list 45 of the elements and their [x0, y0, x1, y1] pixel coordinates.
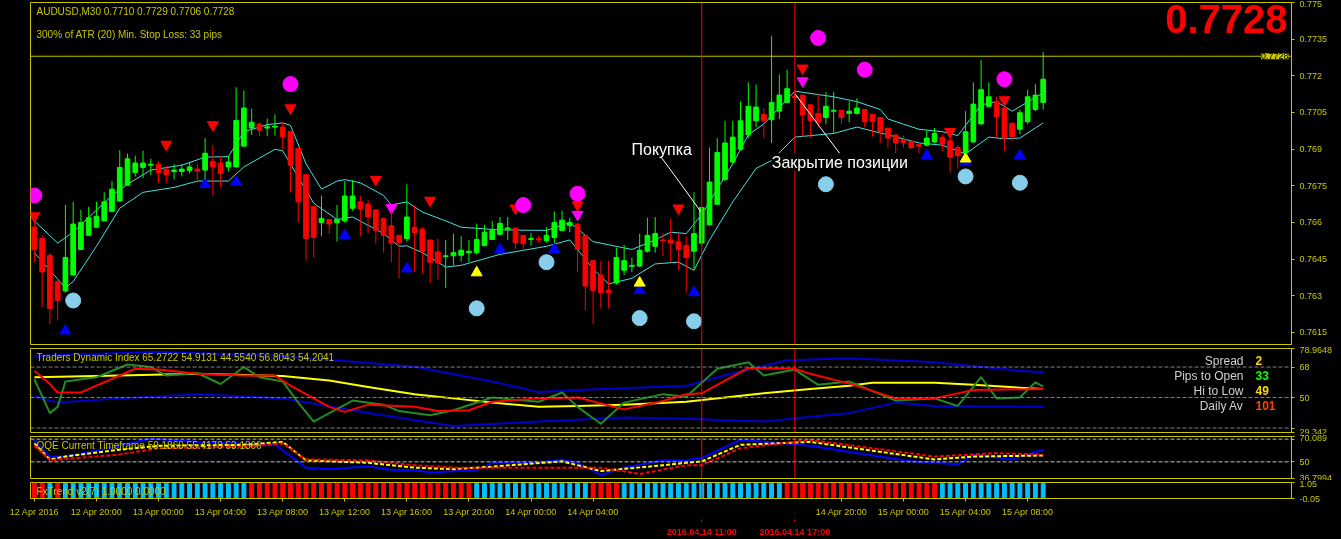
x-tick-label: 12 Apr 2016 — [9, 506, 59, 517]
x-tick-label: 13 Apr 20:00 — [443, 506, 495, 517]
x-tick-label: 15 Apr 00:00 — [877, 506, 929, 517]
x-tick-label: 13 Apr 16:00 — [381, 506, 433, 517]
ref-line-label: 2016.04.14 17:00 — [759, 526, 831, 537]
annotation: Hi to Low — [1193, 383, 1244, 398]
annotation: 0.7728 — [1165, 0, 1288, 41]
y-tick-label: 0.7615 — [1299, 327, 1328, 338]
x-tick-label: 14 Apr 00:00 — [505, 506, 557, 517]
y-tick-label: -0.05 — [1299, 493, 1321, 504]
ref-line-label: 0.7728 — [1260, 51, 1289, 62]
annotation: Daily Av — [1199, 398, 1243, 413]
y-tick-label: 68 — [1299, 362, 1310, 373]
x-tick-label: 14 Apr 20:00 — [815, 506, 867, 517]
text: 300% of ATR (20) Min. Stop Loss: 33 pips — [36, 28, 222, 40]
annotation: 49 — [1255, 384, 1270, 398]
y-tick-label: 78.9648 — [1299, 344, 1333, 355]
annotation: Pips to Open — [1174, 368, 1244, 383]
x-tick-label: 13 Apr 08:00 — [256, 506, 308, 517]
x-tick-label: 15 Apr 08:00 — [1001, 506, 1053, 517]
annotation: 101 — [1255, 399, 1276, 413]
y-tick-label: 0.7645 — [1299, 254, 1328, 264]
annotation: Spread — [1204, 353, 1244, 368]
y-tick-label: 50 — [1299, 392, 1310, 403]
y-tick-label: 0.769 — [1299, 144, 1323, 155]
x-tick-label: 15 Apr 04:00 — [939, 506, 991, 517]
y-tick-label: 0.772 — [1299, 70, 1323, 81]
x-tick-label: 13 Apr 12:00 — [319, 506, 371, 517]
annotation: Покупка — [631, 140, 693, 158]
y-tick-label: 0.766 — [1299, 217, 1323, 228]
x-tick-label: 14 Apr 04:00 — [567, 506, 619, 517]
annotation: 33 — [1255, 369, 1270, 383]
y-tick-label: 0.7675 — [1299, 180, 1328, 191]
y-tick-label: 50 — [1299, 456, 1310, 467]
x-tick-label: 13 Apr 00:00 — [132, 506, 184, 517]
y-tick-label: 0.775 — [1299, 0, 1323, 9]
annotation: 2 — [1255, 354, 1263, 368]
annotation: Закрытие позиции — [771, 153, 908, 171]
x-tick-label: 13 Apr 04:00 — [194, 506, 246, 517]
x-tick-label: 12 Apr 20:00 — [70, 506, 122, 517]
y-tick-label: 0.763 — [1299, 290, 1323, 301]
y-tick-label: 0.7705 — [1299, 107, 1328, 118]
chart-title: AUDUSD,M30 0.7710 0.7729 0.7706 0.7728 — [36, 5, 235, 17]
ref-line-label: 2016.04.14 11:00 — [666, 526, 737, 537]
y-tick-label: 0.7735 — [1299, 34, 1328, 45]
